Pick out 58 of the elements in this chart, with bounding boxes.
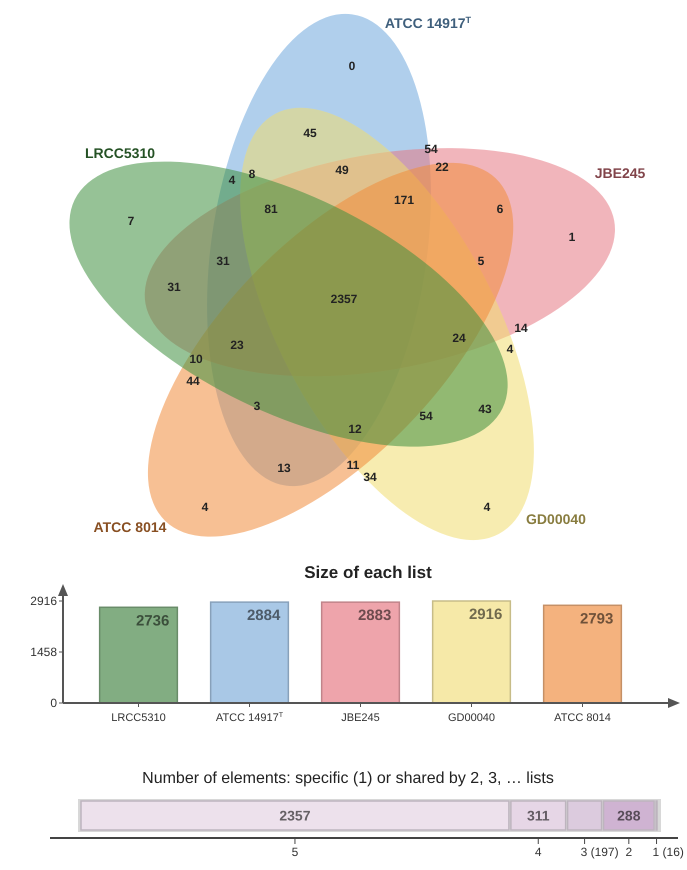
data-label: 2884 xyxy=(246,607,281,624)
text: 2357 xyxy=(330,292,358,306)
data-label: 311 xyxy=(526,808,550,824)
text: 24 xyxy=(452,331,466,345)
text: 1 xyxy=(568,230,576,244)
data-label: 288 xyxy=(617,808,641,824)
data-label: 2883 xyxy=(358,607,392,624)
data-label: 2793 xyxy=(580,610,614,628)
x-tick-label: GD00040 xyxy=(448,712,496,724)
y-tick-label: 2916 xyxy=(30,594,58,608)
text: 31 xyxy=(167,280,181,294)
text: 8 xyxy=(248,167,256,181)
text: 4 xyxy=(484,500,491,514)
text: 22 xyxy=(435,160,449,174)
series-label: 2 xyxy=(625,845,632,859)
text: 6 xyxy=(496,202,504,216)
series-label: 4 xyxy=(534,845,542,859)
category-label: JBE245 xyxy=(594,165,646,181)
series-label: 5 xyxy=(292,845,299,859)
y-tick-label: 1458 xyxy=(30,645,58,659)
x-tick-label: LRCC5310 xyxy=(111,712,166,724)
text: 44 xyxy=(186,374,200,388)
series-label: 1 (16) xyxy=(652,845,684,859)
x-tick-label: ATCC 14917$^{T}$ xyxy=(216,711,284,724)
text: 49 xyxy=(335,163,349,177)
data-label: 2736 xyxy=(136,612,170,630)
text: 54 xyxy=(424,142,438,156)
category-label: LRCC5310 xyxy=(84,145,156,161)
series-label: 3 (197) xyxy=(580,845,619,859)
text: 4 xyxy=(202,500,209,514)
category-label: ATCC 8014 xyxy=(94,519,167,535)
category-label: GD00040 xyxy=(526,511,586,527)
text: 34 xyxy=(363,470,377,484)
chart-title: Size of each list xyxy=(304,563,432,582)
text: 13 xyxy=(277,461,291,475)
text: 4 xyxy=(228,173,236,187)
text: 171 xyxy=(394,193,414,207)
text: 54 xyxy=(419,409,433,423)
chart-title: Number of elements: specific (1) or shared by 2, 3, … lists xyxy=(142,770,554,787)
text: 12 xyxy=(348,422,362,436)
category-label: ATCC 14917$^{T}$ xyxy=(384,15,472,31)
text: 45 xyxy=(303,126,317,140)
text: 5 xyxy=(478,254,485,268)
text: 0 xyxy=(348,59,356,73)
text: 7 xyxy=(128,214,135,228)
text: 23 xyxy=(230,338,244,352)
x-tick-label: JBE245 xyxy=(341,712,380,724)
text: 14 xyxy=(514,321,528,335)
text: 31 xyxy=(216,254,230,268)
text: 4 xyxy=(506,342,514,356)
text: 81 xyxy=(264,202,278,216)
y-tick-label: 0 xyxy=(50,696,58,710)
data-label: 2357 xyxy=(279,808,311,824)
text: 10 xyxy=(189,352,203,366)
x-tick-label: ATCC 8014 xyxy=(554,712,611,724)
data-label: 2916 xyxy=(468,606,502,623)
text: 11 xyxy=(346,458,360,472)
text: 43 xyxy=(478,402,492,416)
